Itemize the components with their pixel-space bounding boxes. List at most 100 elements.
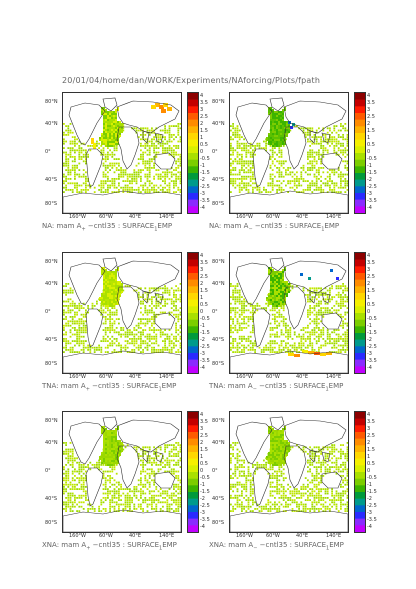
data-cell [162, 140, 164, 143]
data-cell [329, 178, 331, 180]
data-cell [342, 180, 344, 182]
data-cell [105, 299, 107, 301]
data-cell [126, 180, 129, 182]
y-tick-label: 40°S [212, 177, 225, 183]
data-cell [153, 346, 155, 349]
data-cell [168, 444, 171, 446]
data-cell [146, 189, 149, 191]
data-cell [107, 436, 109, 438]
data-cell [74, 351, 76, 353]
colorbar-swatch [188, 146, 198, 154]
data-cell [236, 151, 239, 154]
data-cell [168, 184, 171, 187]
data-cell [260, 351, 263, 353]
data-cell [135, 175, 138, 178]
data-cell [166, 457, 169, 460]
data-cell [331, 287, 333, 290]
data-cell [179, 492, 181, 495]
data-cell [71, 327, 74, 329]
data-cell [71, 291, 74, 294]
data-cell [107, 145, 109, 147]
colorbar-swatch [355, 299, 365, 307]
data-cell [286, 281, 288, 283]
data-cell [177, 483, 180, 486]
data-cell [140, 464, 142, 466]
data-cell [243, 171, 245, 174]
data-cell [67, 291, 70, 294]
data-cell [162, 457, 164, 460]
colorbar-swatch [188, 126, 198, 134]
data-cell [335, 125, 338, 127]
data-cell [274, 141, 276, 143]
colorbar-tick-label: 3.5 [200, 259, 208, 266]
data-cell [337, 351, 340, 353]
data-cell [270, 131, 272, 133]
data-cell [324, 138, 327, 141]
data-cell [71, 453, 74, 455]
data-cell [103, 121, 105, 123]
data-cell [311, 287, 314, 290]
data-cell [131, 189, 133, 191]
data-cell [78, 497, 81, 499]
data-cell [107, 444, 109, 446]
figure-path-header: 20/01/04/home/dan/WORK/Experiments/NAfor… [62, 76, 321, 85]
data-cell [103, 454, 105, 456]
data-cell [98, 142, 100, 145]
data-cell [234, 173, 237, 176]
data-cell [278, 293, 280, 295]
data-cell [63, 479, 65, 482]
data-cell [333, 149, 336, 152]
data-cell [346, 136, 348, 138]
data-cell [107, 141, 109, 143]
colorbar-swatch [355, 193, 365, 200]
data-cell [155, 508, 158, 510]
data-cell [173, 468, 175, 471]
data-cell [104, 499, 107, 501]
data-cell [302, 335, 305, 338]
data-cell [153, 175, 155, 178]
data-cell [100, 189, 103, 191]
data-cell [276, 135, 278, 137]
data-cell [74, 186, 76, 189]
data-cell [126, 333, 129, 336]
data-cell [115, 430, 117, 432]
data-cell [302, 349, 305, 351]
colorbar-swatch [355, 346, 365, 354]
data-cell [74, 302, 76, 305]
data-cell [76, 142, 78, 145]
data-cell [333, 444, 336, 446]
data-cell [318, 156, 320, 158]
data-cell [120, 175, 122, 178]
data-cell [175, 305, 177, 307]
data-cell [234, 291, 237, 294]
data-cell [109, 291, 111, 293]
data-cell [272, 277, 274, 279]
data-cell [71, 147, 74, 149]
data-cell [76, 342, 78, 345]
data-cell [243, 316, 245, 318]
data-cell [69, 488, 72, 490]
data-cell [69, 497, 72, 499]
data-cell [105, 277, 107, 279]
data-cell [69, 171, 72, 174]
data-cell [67, 461, 70, 464]
data-cell [102, 316, 105, 318]
data-cell [335, 448, 338, 451]
x-tick-label: 40°E [129, 374, 142, 380]
data-cell [256, 305, 259, 307]
data-cell [282, 275, 284, 277]
data-cell [111, 505, 114, 508]
data-cell [302, 446, 305, 449]
data-cell [113, 494, 116, 497]
data-cell [166, 175, 169, 178]
data-cell [238, 322, 241, 325]
data-cell [335, 338, 338, 340]
coastline-seAsia [321, 132, 331, 144]
data-cell [113, 289, 115, 291]
data-cell [74, 158, 76, 160]
data-cell [168, 138, 171, 141]
data-cell [71, 305, 74, 307]
data-cell [252, 149, 254, 152]
data-cell [105, 305, 107, 307]
data-cell [238, 178, 241, 180]
